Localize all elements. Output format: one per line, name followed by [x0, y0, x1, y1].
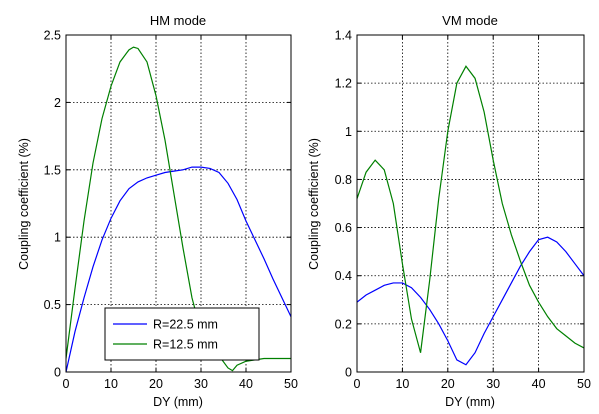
y-tick-label: 2: [54, 96, 61, 110]
x-tick-label: 0: [63, 377, 70, 391]
x-tick-label: 10: [104, 377, 118, 391]
x-tick-label: 50: [577, 377, 591, 391]
axes-frame: [356, 34, 585, 373]
x-tick-label: 50: [284, 377, 298, 391]
x-axis-label: DY (mm): [153, 395, 203, 409]
series-line-1: [357, 236, 584, 366]
vm-mode-plot: VM mode DY (mm) Coupling coefficient (%)…: [307, 13, 591, 409]
series-line-2: [66, 46, 291, 372]
plot-title: VM mode: [442, 13, 498, 28]
hm-mode-plot: HM mode DY (mm) Coupling coefficient (%)…: [17, 13, 298, 409]
y-tick-label: 1: [345, 125, 352, 139]
y-tick-label: 1.5: [44, 163, 61, 177]
x-tick-label: 10: [395, 377, 409, 391]
y-tick-label: 1.2: [335, 77, 352, 91]
legend-label-2: R=12.5 mm: [153, 338, 218, 352]
legend-box: [104, 307, 260, 361]
y-axis-label: Coupling coefficient (%): [17, 138, 31, 270]
y-tick-label: 0.2: [335, 317, 352, 331]
plot-title: HM mode: [150, 13, 206, 28]
x-tick-label: 20: [441, 377, 455, 391]
x-tick-label: 40: [532, 377, 546, 391]
x-tick-label: 30: [486, 377, 500, 391]
y-tick-label: 1.4: [335, 29, 352, 43]
series-line-2: [357, 65, 584, 353]
x-tick-label: 40: [239, 377, 253, 391]
legend-label-1: R=22.5 mm: [153, 318, 218, 332]
y-tick-label: 2.5: [44, 29, 61, 43]
x-tick-label: 0: [354, 377, 361, 391]
y-tick-label: 0: [345, 366, 352, 380]
x-tick-label: 30: [194, 377, 208, 391]
x-tick-label: 20: [149, 377, 163, 391]
axes-frame: [65, 34, 292, 373]
y-tick-label: 0.6: [335, 221, 352, 235]
x-axis-label: DY (mm): [445, 395, 495, 409]
y-tick-label: 0.8: [335, 173, 352, 187]
y-tick-label: 0.4: [335, 269, 352, 283]
y-tick-label: 0: [54, 366, 61, 380]
y-tick-label: 1: [54, 231, 61, 245]
y-tick-label: 0.5: [44, 298, 61, 312]
series-line-1: [66, 166, 291, 372]
y-axis-label: Coupling coefficient (%): [307, 138, 321, 270]
